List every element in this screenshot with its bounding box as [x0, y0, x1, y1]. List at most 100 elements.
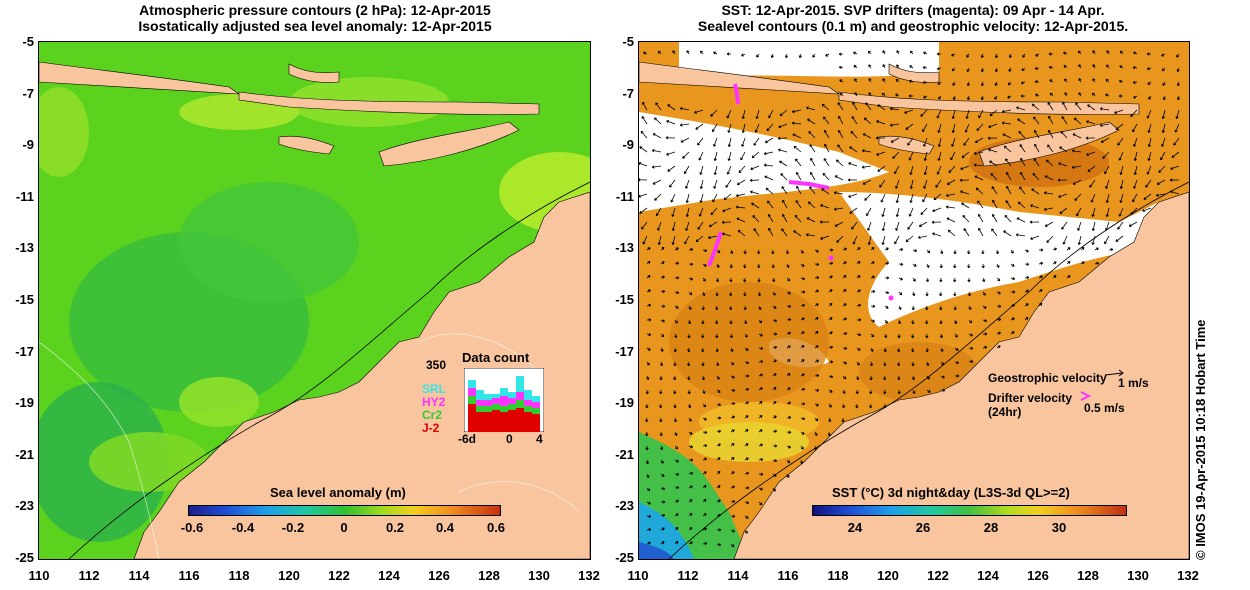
velocity-arrow: [767, 213, 774, 223]
velocity-arrow: [1059, 207, 1068, 214]
velocity-arrow: [716, 416, 722, 420]
velocity-arrow: [814, 262, 820, 266]
velocity-arrow: [936, 67, 942, 71]
velocity-arrow: [674, 333, 678, 339]
velocity-arrow: [994, 53, 999, 59]
velocity-arrow: [754, 123, 760, 133]
velocity-arrow: [702, 499, 707, 503]
velocity-arrow: [822, 172, 830, 181]
velocity-arrow: [954, 374, 960, 378]
velocity-arrow: [922, 66, 928, 70]
velocity-arrow: [1160, 151, 1166, 161]
velocity-arrow: [982, 345, 988, 349]
velocity-arrow: [685, 207, 690, 218]
velocity-arrow: [726, 165, 732, 175]
right-x-tick-label: 120: [877, 568, 899, 583]
velocity-arrow: [639, 146, 648, 153]
velocity-arrow: [895, 78, 900, 83]
velocity-arrow: [962, 215, 970, 223]
velocity-arrow: [716, 471, 721, 475]
right-y-tick-label: -19: [615, 395, 634, 411]
velocity-arrow: [814, 276, 820, 280]
velocity-arrow: [1148, 95, 1152, 100]
velocity-arrow: [1017, 118, 1026, 125]
velocity-arrow: [771, 263, 775, 269]
velocity-arrow: [908, 79, 914, 83]
velocity-arrow: [1034, 143, 1040, 153]
velocity-arrow: [1108, 248, 1114, 252]
velocity-arrow: [730, 402, 736, 406]
velocity-arrow: [904, 109, 914, 114]
velocity-arrow: [741, 53, 746, 57]
velocity-arrow: [968, 319, 973, 324]
velocity-arrow: [964, 123, 970, 133]
velocity-arrow: [1052, 247, 1057, 251]
velocity-arrow: [688, 403, 692, 409]
velocity-arrow: [1147, 123, 1152, 133]
velocity-arrow: [716, 443, 721, 447]
velocity-arrow: [823, 129, 830, 139]
velocity-arrow: [856, 289, 861, 293]
data-count-x-end: 4: [536, 432, 543, 446]
velocity-arrow: [715, 277, 720, 283]
velocity-arrow: [1171, 151, 1180, 158]
velocity-arrow: [652, 133, 662, 139]
velocity-arrow: [897, 375, 901, 381]
velocity-arrow: [763, 163, 774, 167]
velocity-arrow: [716, 403, 722, 407]
velocity-arrow: [982, 291, 986, 296]
velocity-arrow: [744, 500, 750, 505]
velocity-arrow: [645, 417, 649, 423]
velocity-arrow: [743, 291, 747, 297]
velocity-arrow: [951, 67, 956, 72]
velocity-arrow: [716, 429, 722, 433]
velocity-arrow: [758, 346, 764, 350]
left-y-tick-label: -23: [15, 498, 34, 514]
velocity-arrow: [1010, 249, 1014, 254]
velocity-arrow: [646, 303, 652, 307]
velocity-arrow: [687, 389, 691, 395]
velocity-arrow: [711, 123, 718, 133]
velocity-arrow: [756, 53, 760, 58]
velocity-arrow: [1106, 50, 1110, 55]
velocity-arrow: [735, 205, 746, 209]
velocity-arrow: [807, 201, 816, 209]
sla-tick: -0.4: [231, 520, 255, 535]
velocity-arrow: [814, 331, 819, 335]
velocity-arrow: [744, 387, 750, 391]
velocity-arrow: [851, 221, 858, 230]
velocity-arrow: [786, 291, 791, 295]
velocity-arrow: [730, 529, 735, 533]
velocity-arrow: [1020, 157, 1026, 167]
velocity-arrow: [939, 291, 943, 297]
velocity-arrow: [996, 331, 1001, 335]
velocity-arrow: [1030, 235, 1040, 240]
velocity-arrow: [939, 333, 944, 339]
velocity-arrow: [674, 541, 679, 545]
velocity-arrow: [660, 275, 665, 279]
velocity-arrow: [1005, 158, 1012, 167]
velocity-arrow: [968, 360, 974, 364]
velocity-arrow: [1047, 102, 1054, 111]
velocity-arrow: [800, 373, 805, 377]
velocity-arrow: [641, 116, 648, 125]
velocity-arrow: [981, 249, 985, 255]
velocity-arrow: [730, 429, 735, 433]
right-x-tick-label: 116: [777, 568, 799, 583]
velocity-arrow: [702, 417, 707, 421]
velocity-arrow: [757, 277, 761, 283]
velocity-arrow: [702, 248, 708, 253]
velocity-arrow: [744, 457, 749, 461]
left-y-tick-label: -25: [15, 550, 34, 565]
velocity-arrow: [1161, 123, 1166, 134]
velocity-arrow: [842, 275, 847, 279]
velocity-arrow: [1169, 178, 1180, 182]
velocity-arrow: [786, 387, 791, 391]
velocity-arrow: [1020, 94, 1026, 98]
velocity-arrow: [1156, 179, 1166, 185]
data-count-max: 350: [426, 358, 447, 372]
velocity-arrow: [749, 178, 760, 182]
velocity-arrow: [758, 387, 763, 391]
velocity-arrow: [772, 487, 776, 492]
left-y-tick-label: -5: [22, 34, 34, 49]
